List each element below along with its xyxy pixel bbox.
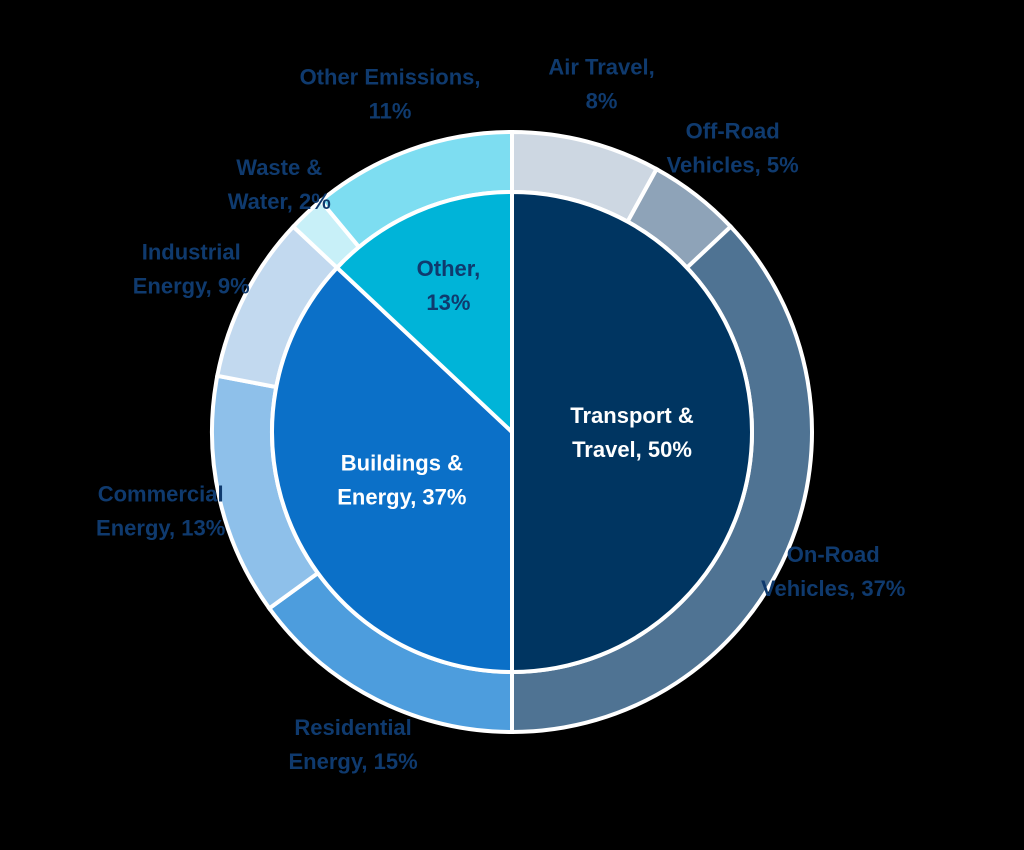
inner-labels: Transport & Travel, 50% Buildings & Energy,… bbox=[337, 256, 694, 510]
outer-label-air-travel-8: Air Travel, 8% bbox=[548, 54, 654, 113]
inner-slice-transport-travel-50 bbox=[510, 189, 754, 675]
outer-ring bbox=[209, 129, 814, 735]
inner-slice-buildings-energy-37 bbox=[270, 264, 514, 675]
outer-label-industrial-energy-9: Industrial Energy, 9% bbox=[133, 240, 250, 299]
inner-label-transport-travel-50: Transport & Travel, 50% bbox=[570, 403, 694, 462]
inner-slice-other-13 bbox=[334, 189, 514, 437]
outer-label-waste-water-2: Waste & Water, 2% bbox=[228, 155, 331, 214]
inner-label-buildings-energy-37: Buildings & Energy, 37% bbox=[337, 451, 466, 510]
outer-label-commercial-energy-13: Commercial Energy, 13% bbox=[96, 482, 225, 541]
inner-label-other-13: Other, 13% bbox=[417, 256, 481, 315]
outer-label-off-road-vehicles-5: Off-Road Vehicles, 5% bbox=[667, 119, 799, 178]
outer-label-residential-energy-15: Residential Energy, 15% bbox=[288, 715, 417, 774]
outer-label-other-emissions-11: Other Emissions, 11% bbox=[300, 64, 481, 123]
outer-labels: Air Travel, 8%Off-Road Vehicles, 5% On-Road… bbox=[96, 54, 905, 774]
outer-label-on-road-vehicles-37: On-Road Vehicles, 37% bbox=[761, 542, 905, 601]
inner-ring bbox=[270, 189, 754, 675]
